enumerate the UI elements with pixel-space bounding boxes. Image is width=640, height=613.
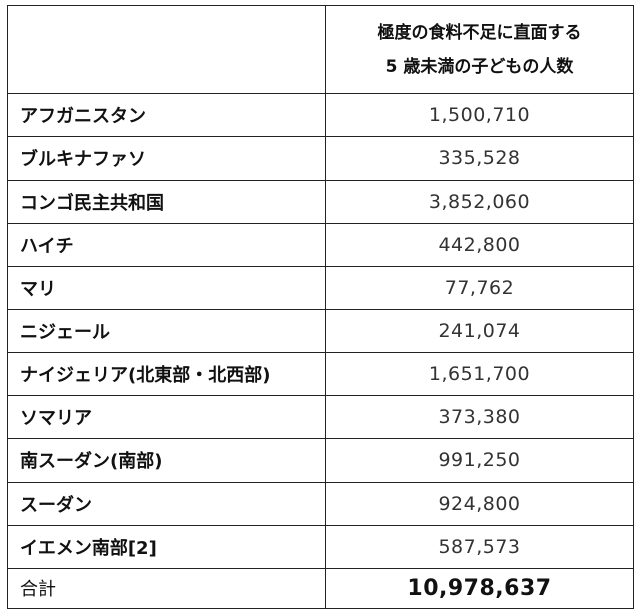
- total-row: 合計 10,978,637: [7, 567, 634, 610]
- value-cell: 442,800: [325, 222, 634, 267]
- country-cell: コンゴ民主共和国: [7, 179, 326, 224]
- table-row: ソマリア 373,380: [7, 395, 634, 440]
- value-cell: 335,528: [325, 136, 634, 181]
- header-value-cell: 極度の食料不足に直面する 5 歳未満の子どもの人数: [325, 4, 634, 95]
- country-cell: アフガニスタン: [7, 93, 326, 138]
- country-cell: ナイジェリア(北東部・北西部): [7, 352, 326, 397]
- header-line-1: 極度の食料不足に直面する: [377, 22, 582, 43]
- value-cell: 924,800: [325, 481, 634, 526]
- value-cell: 587,573: [325, 524, 634, 569]
- country-cell: マリ: [7, 265, 326, 310]
- total-label: 合計: [7, 567, 326, 610]
- value-cell: 1,500,710: [325, 93, 634, 138]
- value-cell: 241,074: [325, 308, 634, 354]
- country-cell: イエメン南部[2]: [7, 524, 326, 569]
- value-cell: 1,651,700: [325, 352, 634, 397]
- table-row: ブルキナファソ 335,528: [7, 136, 634, 181]
- country-cell: 南スーダン(南部): [7, 438, 326, 483]
- table-row: 南スーダン(南部) 991,250: [7, 438, 634, 483]
- table-row: スーダン 924,800: [7, 481, 634, 526]
- country-cell: スーダン: [7, 481, 326, 526]
- value-cell: 77,762: [325, 265, 634, 310]
- table-row: ハイチ 442,800: [7, 222, 634, 267]
- table-row: ニジェール 241,074: [7, 308, 634, 354]
- header-line-2: 5 歳未満の子どもの人数: [385, 56, 574, 77]
- value-cell: 3,852,060: [325, 179, 634, 224]
- header-empty-cell: [7, 4, 326, 95]
- children-food-shortage-table: 極度の食料不足に直面する 5 歳未満の子どもの人数 アフガニスタン 1,500,…: [7, 4, 634, 610]
- value-cell: 991,250: [325, 438, 634, 483]
- table-row: ナイジェリア(北東部・北西部) 1,651,700: [7, 352, 634, 397]
- country-cell: ニジェール: [7, 308, 326, 354]
- country-cell: ソマリア: [7, 395, 326, 440]
- total-value: 10,978,637: [325, 567, 634, 610]
- table-row: イエメン南部[2] 587,573: [7, 524, 634, 569]
- value-cell: 373,380: [325, 395, 634, 440]
- table-row: コンゴ民主共和国 3,852,060: [7, 179, 634, 224]
- header-row: 極度の食料不足に直面する 5 歳未満の子どもの人数: [7, 4, 634, 95]
- table-row: アフガニスタン 1,500,710: [7, 93, 634, 138]
- country-cell: ブルキナファソ: [7, 136, 326, 181]
- table-row: マリ 77,762: [7, 265, 634, 310]
- country-cell: ハイチ: [7, 222, 326, 267]
